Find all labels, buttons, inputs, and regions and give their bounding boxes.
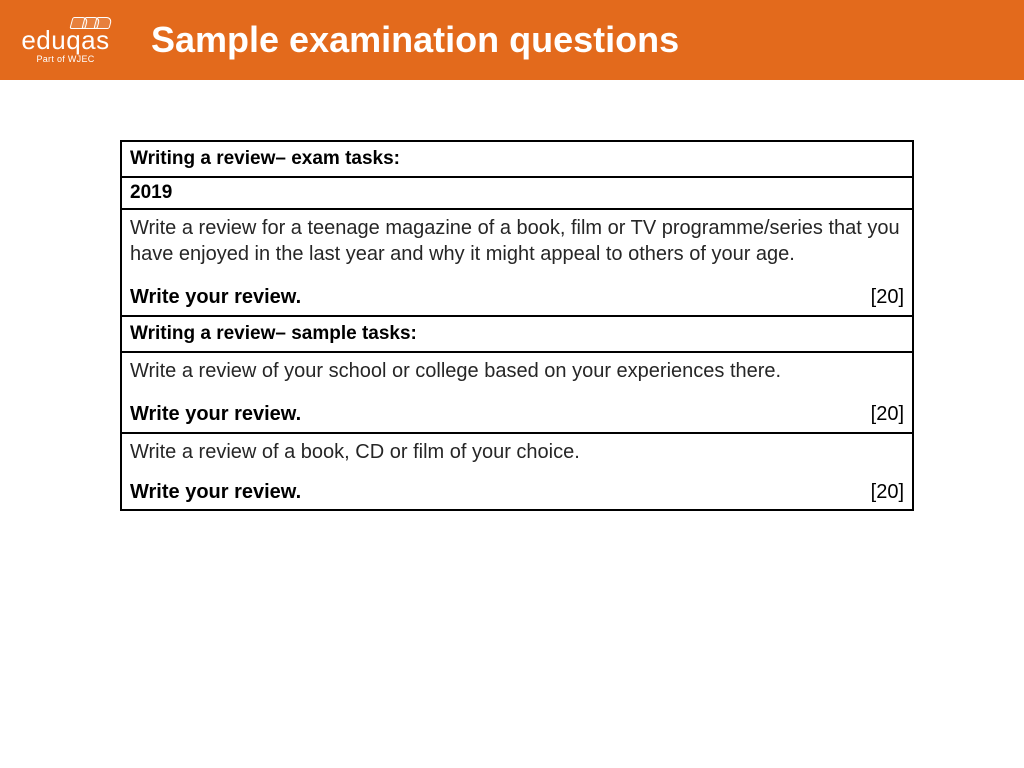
content-area: Writing a review– exam tasks: 2019 Write…: [0, 80, 1024, 511]
logo-text: eduqas: [21, 25, 109, 56]
task-cell: Write a review of a book, CD or film of …: [121, 433, 913, 510]
table-row: 2019: [121, 177, 913, 209]
table-row: Write a review of a book, CD or film of …: [121, 433, 913, 510]
year-cell: 2019: [121, 177, 913, 209]
section-header: Writing a review– sample tasks:: [121, 316, 913, 352]
task-instruction-line: Write your review. [20]: [130, 285, 904, 311]
task-instruction-line: Write your review. [20]: [130, 480, 904, 506]
logo-pages-icon: [75, 17, 111, 29]
task-cell: Write a review of your school or college…: [121, 352, 913, 433]
logo: eduqas Part of WJEC: [20, 17, 111, 64]
task-marks: [20]: [871, 285, 904, 311]
task-instruction: Write your review.: [130, 285, 301, 311]
task-marks: [20]: [871, 402, 904, 428]
section-header: Writing a review– exam tasks:: [121, 141, 913, 177]
task-instruction-line: Write your review. [20]: [130, 402, 904, 428]
task-prompt: Write a review for a teenage magazine of…: [130, 216, 904, 267]
task-marks: [20]: [871, 480, 904, 506]
table-row: Writing a review– exam tasks:: [121, 141, 913, 177]
header-bar: eduqas Part of WJEC Sample examination q…: [0, 0, 1024, 80]
task-instruction: Write your review.: [130, 402, 301, 428]
exam-task-table: Writing a review– exam tasks: 2019 Write…: [120, 140, 914, 511]
task-instruction: Write your review.: [130, 480, 301, 506]
table-row: Write a review for a teenage magazine of…: [121, 209, 913, 316]
logo-subtext: Part of WJEC: [36, 54, 94, 64]
task-prompt: Write a review of your school or college…: [130, 359, 904, 385]
table-row: Write a review of your school or college…: [121, 352, 913, 433]
page-title: Sample examination questions: [151, 19, 679, 61]
task-cell: Write a review for a teenage magazine of…: [121, 209, 913, 316]
table-row: Writing a review– sample tasks:: [121, 316, 913, 352]
task-prompt: Write a review of a book, CD or film of …: [130, 440, 904, 466]
